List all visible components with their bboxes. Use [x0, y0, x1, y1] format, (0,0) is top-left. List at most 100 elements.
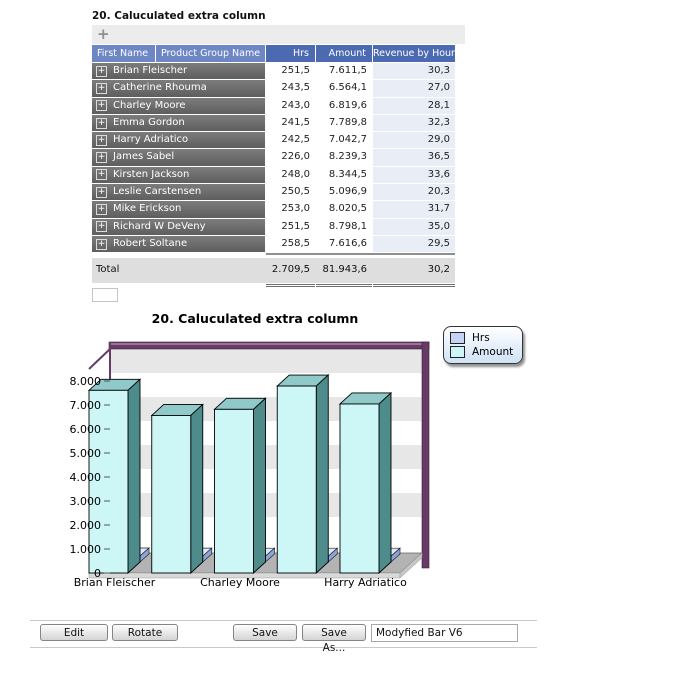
bar-chart-3d: 0 1.000 2.000 3.000 4.000 5.000 6.000 7.000 8.00…	[70, 341, 430, 589]
expand-icon[interactable]: +	[96, 186, 107, 198]
row-hrs: 251,5	[266, 63, 315, 80]
svg-text:4.000: 4.000	[70, 471, 102, 484]
legend-label-hrs: Hrs	[472, 332, 490, 344]
expand-icon[interactable]: +	[96, 169, 107, 181]
row-hrs: 243,0	[266, 97, 315, 114]
row-amount: 8.020,5	[316, 201, 372, 218]
table-body: + Brian Fleischer 251,5 7.611,5 30,3 + Cat…	[92, 63, 455, 253]
svg-text:7.000: 7.000	[70, 399, 102, 412]
col-header-revenue[interactable]: Revenue by Hour	[373, 45, 455, 62]
table-row[interactable]: + Harry Adriatico 242,5 7.042,7 29,0	[92, 132, 455, 149]
edit-button[interactable]: Edit	[40, 624, 108, 641]
table-row[interactable]: + Leslie Carstensen 250,5 5.096,9 20,3	[92, 184, 455, 201]
row-name: Mike Erickson	[113, 203, 182, 215]
row-name: Emma Gordon	[113, 116, 185, 128]
chart-title: 20. Caluculated extra column	[151, 311, 359, 326]
legend-item-hrs: Hrs	[450, 331, 513, 345]
total-amount: 81.943,6	[322, 264, 367, 275]
total-row: Total 2.709,5 81.943,6 30,2	[92, 258, 455, 283]
bottom-toolbar: Edit Rotate Save Save As...	[30, 620, 537, 654]
row-amount: 8.239,3	[316, 149, 372, 166]
row-name-cell: + Emma Gordon	[92, 114, 265, 132]
row-hrs: 226,0	[266, 149, 315, 166]
row-name-cell: + Harry Adriatico	[92, 132, 265, 149]
row-name-cell: + Charley Moore	[92, 97, 265, 114]
row-hrs: 250,5	[266, 184, 315, 201]
row-name-cell: + Robert Soltane	[92, 235, 265, 253]
row-revenue: 20,3	[373, 184, 455, 201]
row-name: Harry Adriatico	[113, 134, 189, 146]
legend-label-amount: Amount	[472, 346, 514, 358]
table-title: 20. Caluculated extra column	[92, 10, 266, 22]
svg-text:3.000: 3.000	[70, 495, 102, 508]
row-revenue: 29,0	[373, 132, 455, 149]
row-name: Richard W DeVeny	[113, 220, 206, 232]
total-underline-hrs	[266, 284, 315, 287]
total-hrs: 2.709,5	[271, 264, 310, 275]
table-row[interactable]: + James Sabel 226,0 8.239,3 36,5	[92, 149, 455, 166]
expand-icon[interactable]: +	[96, 117, 107, 129]
col-header-first-name[interactable]: First Name	[92, 45, 155, 62]
row-revenue: 27,0	[373, 80, 455, 97]
col-header-product-group[interactable]: Product Group Name	[156, 45, 265, 62]
table-toolbar: +	[92, 25, 465, 44]
row-revenue: 36,5	[373, 149, 455, 166]
expand-icon[interactable]: +	[96, 221, 107, 233]
row-hrs: 251,5	[266, 218, 315, 235]
col-header-hrs[interactable]: Hrs	[266, 45, 315, 62]
legend-item-amount: Amount	[450, 345, 513, 359]
save-button[interactable]: Save	[233, 624, 297, 641]
expand-icon[interactable]: +	[96, 82, 107, 94]
row-revenue: 29,5	[373, 235, 455, 253]
expand-icon[interactable]: +	[96, 152, 107, 164]
row-name-cell: + Catherine Rhouma	[92, 80, 265, 97]
row-name-cell: + James Sabel	[92, 149, 265, 166]
svg-text:Charley Moore: Charley Moore	[200, 576, 280, 589]
row-hrs: 258,5	[266, 235, 315, 253]
row-revenue: 35,0	[373, 218, 455, 235]
svg-text:Harry Adriatico: Harry Adriatico	[324, 576, 407, 589]
table-row[interactable]: + Mike Erickson 253,0 8.020,5 31,7	[92, 201, 455, 218]
row-name: Charley Moore	[113, 99, 186, 111]
row-revenue: 30,3	[373, 63, 455, 80]
save-as-button[interactable]: Save As...	[302, 624, 366, 654]
total-revenue: 30,2	[427, 264, 450, 275]
row-name: Catherine Rhouma	[113, 82, 207, 94]
row-revenue: 32,3	[373, 114, 455, 132]
table-row[interactable]: + Catherine Rhouma 243,5 6.564,1 27,0	[92, 80, 455, 97]
row-name: Brian Fleischer	[113, 65, 188, 76]
expand-icon[interactable]: +	[96, 204, 107, 216]
expand-icon[interactable]: +	[96, 100, 107, 112]
svg-text:0: 0	[94, 567, 101, 580]
row-name-cell: + Leslie Carstensen	[92, 184, 265, 201]
expand-icon[interactable]: +	[96, 134, 107, 146]
row-name-cell: + Brian Fleischer	[92, 63, 265, 80]
table-row[interactable]: + Emma Gordon 241,5 7.789,8 32,3	[92, 114, 455, 132]
rotate-button[interactable]: Rotate	[112, 624, 178, 641]
row-name: Robert Soltane	[113, 237, 188, 249]
chart-legend: Hrs Amount	[443, 326, 524, 364]
add-column-icon[interactable]: +	[97, 25, 110, 43]
table-row[interactable]: + Charley Moore 243,0 6.819,6 28,1	[92, 97, 455, 114]
total-label: Total	[96, 264, 120, 275]
svg-text:Brian Fleischer: Brian Fleischer	[74, 576, 156, 589]
amount-swatch-icon	[450, 346, 465, 358]
expand-icon[interactable]: +	[96, 238, 107, 250]
pager-box	[92, 288, 118, 302]
row-amount: 8.344,5	[316, 166, 372, 184]
chart-name-input[interactable]	[371, 624, 518, 642]
row-revenue: 31,7	[373, 201, 455, 218]
table-row[interactable]: + Kirsten Jackson 248,0 8.344,5 33,6	[92, 166, 455, 184]
svg-text:1.000: 1.000	[70, 543, 102, 556]
svg-text:5.000: 5.000	[70, 447, 102, 460]
table-footer-divider	[266, 253, 455, 255]
expand-icon[interactable]: +	[96, 65, 107, 77]
table-row[interactable]: + Richard W DeVeny 251,5 8.798,1 35,0	[92, 218, 455, 235]
table-row[interactable]: + Robert Soltane 258,5 7.616,6 29,5	[92, 235, 455, 253]
table-row[interactable]: + Brian Fleischer 251,5 7.611,5 30,3	[92, 63, 455, 80]
row-amount: 6.819,6	[316, 97, 372, 114]
row-name: James Sabel	[113, 151, 175, 163]
col-header-amount[interactable]: Amount	[316, 45, 372, 62]
svg-text:8.000: 8.000	[70, 375, 102, 388]
